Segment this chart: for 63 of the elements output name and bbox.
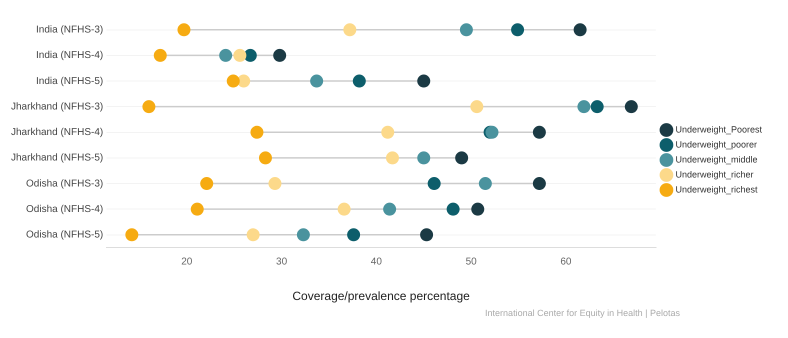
point bbox=[177, 23, 190, 36]
point bbox=[511, 23, 524, 36]
y-tick-label: Jharkhand (NFHS-3) bbox=[10, 101, 104, 112]
point bbox=[200, 177, 214, 190]
point bbox=[532, 177, 546, 190]
point bbox=[590, 100, 604, 114]
y-tick-label: India (NFHS-5) bbox=[36, 76, 104, 87]
y-tick-label: Jharkhand (NFHS-5) bbox=[10, 152, 104, 164]
legend-label: Underweight_Poorest bbox=[675, 124, 762, 134]
point bbox=[532, 126, 546, 139]
legend-label: Underweight_poorer bbox=[675, 139, 758, 150]
point bbox=[142, 100, 156, 114]
point bbox=[237, 74, 250, 88]
point bbox=[417, 151, 430, 164]
y-tick-label: Odisha (NFHS-5) bbox=[26, 230, 104, 241]
point bbox=[268, 177, 282, 190]
point bbox=[226, 74, 240, 88]
point bbox=[244, 48, 257, 62]
x-tick-label: 30 bbox=[276, 256, 288, 268]
point bbox=[455, 151, 468, 164]
point bbox=[478, 177, 492, 190]
point bbox=[310, 74, 324, 88]
point bbox=[219, 48, 232, 62]
point bbox=[420, 228, 434, 242]
legend-label: Underweight_richer bbox=[675, 169, 754, 180]
x-tick-label: 40 bbox=[370, 256, 382, 268]
point bbox=[574, 23, 587, 36]
legend-label: Underweight_richest bbox=[675, 184, 758, 194]
point bbox=[246, 228, 260, 242]
point bbox=[471, 202, 484, 216]
point bbox=[428, 177, 441, 190]
point bbox=[273, 48, 286, 62]
point bbox=[296, 228, 310, 242]
point bbox=[417, 74, 430, 88]
point bbox=[347, 228, 360, 242]
point bbox=[338, 202, 351, 216]
point bbox=[386, 151, 399, 164]
point bbox=[190, 202, 204, 216]
point bbox=[446, 202, 460, 216]
y-tick-label: Odisha (NFHS-4) bbox=[26, 204, 104, 215]
x-axis-title: Coverage/prevalence percentage bbox=[292, 289, 470, 304]
point bbox=[258, 151, 272, 164]
y-tick-label: India (NFHS-4) bbox=[36, 50, 104, 62]
point bbox=[343, 23, 356, 36]
point bbox=[460, 23, 473, 36]
y-tick-label: Odisha (NFHS-3) bbox=[26, 178, 104, 190]
y-tick-label: Jharkhand (NFHS-4) bbox=[10, 127, 104, 138]
y-tick-label: India (NFHS-3) bbox=[36, 24, 104, 36]
point bbox=[352, 74, 366, 88]
point bbox=[577, 100, 590, 114]
point bbox=[624, 100, 638, 114]
point bbox=[250, 126, 264, 139]
point bbox=[470, 100, 484, 114]
x-tick-label: 20 bbox=[181, 256, 193, 268]
point bbox=[154, 48, 167, 62]
point bbox=[381, 126, 394, 139]
legend-label: Underweight_middle bbox=[675, 154, 758, 164]
x-tick-label: 60 bbox=[560, 256, 572, 268]
x-tick-label: 50 bbox=[466, 256, 478, 268]
point bbox=[233, 48, 246, 62]
text: International Center for Equity in Health | Pelotas bbox=[484, 308, 681, 318]
point bbox=[125, 228, 138, 242]
point bbox=[383, 202, 396, 216]
